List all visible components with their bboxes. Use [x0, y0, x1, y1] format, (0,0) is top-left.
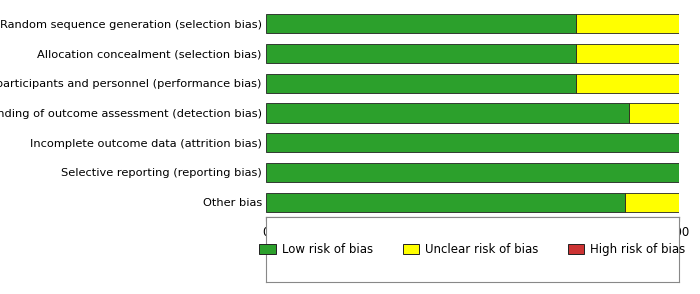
Bar	[629, 103, 679, 123]
Bar	[266, 133, 679, 152]
Bar	[575, 14, 679, 34]
Bar	[625, 193, 679, 212]
Bar	[266, 103, 629, 123]
Bar	[266, 44, 575, 63]
Bar	[575, 74, 679, 93]
Legend: Low risk of bias, Unclear risk of bias, High risk of bias: Low risk of bias, Unclear risk of bias, …	[253, 237, 692, 262]
Bar	[266, 14, 575, 34]
Bar	[266, 193, 625, 212]
Bar	[266, 74, 575, 93]
Bar	[575, 44, 679, 63]
Bar	[266, 163, 679, 182]
X-axis label: %: %	[466, 242, 479, 255]
